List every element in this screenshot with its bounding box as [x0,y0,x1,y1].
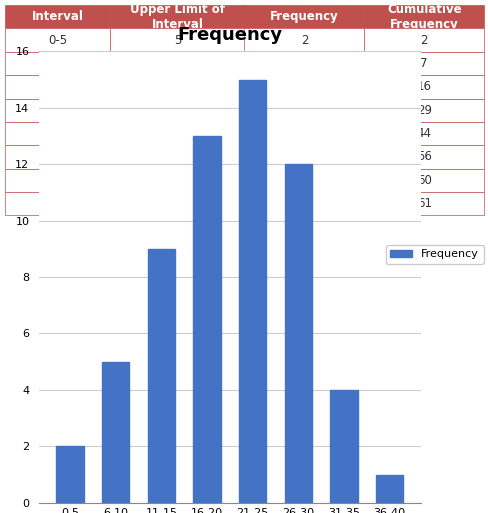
Bar [193,136,220,503]
Bar [329,390,357,503]
Bar [147,249,175,503]
Bar [102,362,129,503]
Bar [375,475,403,503]
Legend: Frequency: Frequency [385,245,483,264]
Bar [284,164,311,503]
Title: Frequency: Frequency [177,26,282,44]
Bar [239,80,266,503]
Bar [56,446,83,503]
